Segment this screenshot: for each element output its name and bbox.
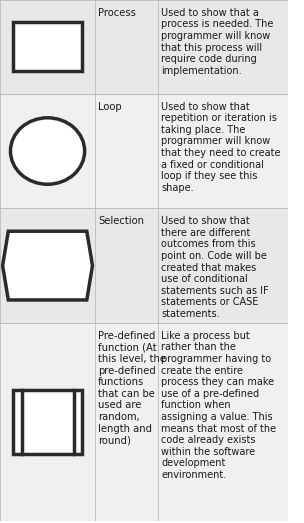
Bar — [0, 323, 95, 521]
Bar — [95, 208, 158, 323]
Bar — [0, 94, 95, 208]
Text: Loop: Loop — [98, 101, 122, 111]
Ellipse shape — [10, 118, 85, 184]
Bar — [158, 94, 288, 208]
Text: Used to show that
there are different
outcomes from this
point on. Code will be
: Used to show that there are different ou… — [161, 216, 269, 319]
Bar — [0, 208, 95, 323]
Text: Used to show that
repetition or iteration is
taking place. The
programmer will k: Used to show that repetition or iteratio… — [161, 101, 281, 193]
Bar — [13, 390, 82, 453]
Bar — [158, 323, 288, 521]
Bar — [13, 22, 82, 71]
Bar — [0, 0, 95, 94]
Bar — [95, 0, 158, 94]
Bar — [158, 208, 288, 323]
Bar — [95, 94, 158, 208]
Text: Selection: Selection — [98, 216, 144, 226]
Text: Process: Process — [98, 8, 136, 18]
Text: Used to show that a
process is needed. The
programmer will know
that this proces: Used to show that a process is needed. T… — [161, 8, 274, 76]
Text: Like a process but
rather than the
programmer having to
create the entire
proces: Like a process but rather than the progr… — [161, 331, 277, 480]
Text: Pre-defined
function (At
this level, the
pre-defined
functions
that can be
used : Pre-defined function (At this level, the… — [98, 331, 166, 445]
Bar — [158, 0, 288, 94]
Bar — [95, 323, 158, 521]
Polygon shape — [3, 231, 92, 300]
